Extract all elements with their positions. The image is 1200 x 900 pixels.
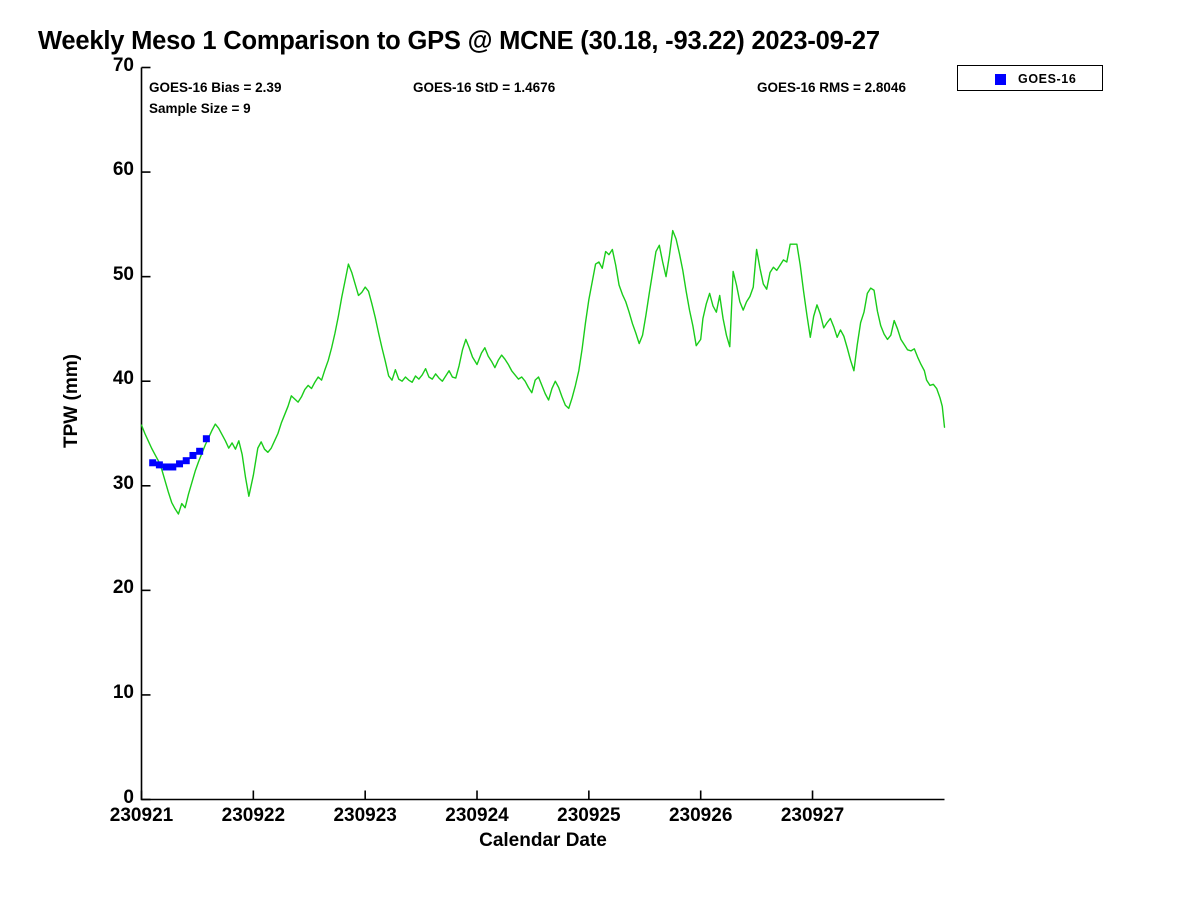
goes16-data-point	[189, 451, 197, 459]
x-tick-label: 230926	[668, 805, 733, 826]
data-series-group	[140, 229, 946, 515]
x-tick-label: 230927	[780, 805, 845, 826]
legend[interactable]: GOES-16	[957, 65, 1103, 91]
chart-title: Weekly Meso 1 Comparison to GPS @ MCNE (…	[38, 27, 880, 55]
stat-sample-size-label: Sample Size = 9	[149, 101, 251, 116]
goes16-data-point	[196, 447, 204, 455]
stat-bias-label: GOES-16 Bias = 2.39	[149, 80, 282, 95]
x-axis-title: Calendar Date	[479, 830, 607, 851]
y-tick-label: 30	[112, 472, 134, 494]
y-tick-label: 40	[112, 368, 134, 390]
goes16-data-point	[155, 461, 163, 469]
goes16-data-point	[149, 459, 157, 467]
x-tick-label: 230923	[333, 805, 397, 826]
gps-line-series	[140, 229, 946, 515]
stat-std-label: GOES-16 StD = 1.4676	[413, 80, 556, 95]
goes16-data-point	[176, 460, 184, 468]
x-tick-label: 230925	[557, 805, 621, 826]
y-tick-label: 20	[112, 577, 134, 599]
legend-label-goes16: GOES-16	[1018, 72, 1077, 86]
goes16-data-point	[182, 457, 190, 465]
goes16-data-point	[202, 435, 210, 443]
y-tick-label: 60	[112, 159, 134, 181]
y-tick-label: 50	[112, 263, 134, 285]
x-tick-label: 230924	[445, 805, 509, 826]
stat-rms-label: GOES-16 RMS = 2.8046	[757, 80, 906, 95]
y-tick-label: 70	[112, 54, 134, 76]
goes16-data-point	[169, 463, 177, 471]
y-tick-label: 10	[112, 681, 134, 703]
y-tick-label: 0	[123, 786, 134, 808]
x-tick-label: 230922	[221, 805, 286, 826]
axes-lines	[140, 66, 945, 801]
goes16-data-point	[162, 463, 170, 471]
legend-swatch-goes16	[995, 74, 1006, 85]
x-tick-label: 230921	[109, 805, 174, 826]
